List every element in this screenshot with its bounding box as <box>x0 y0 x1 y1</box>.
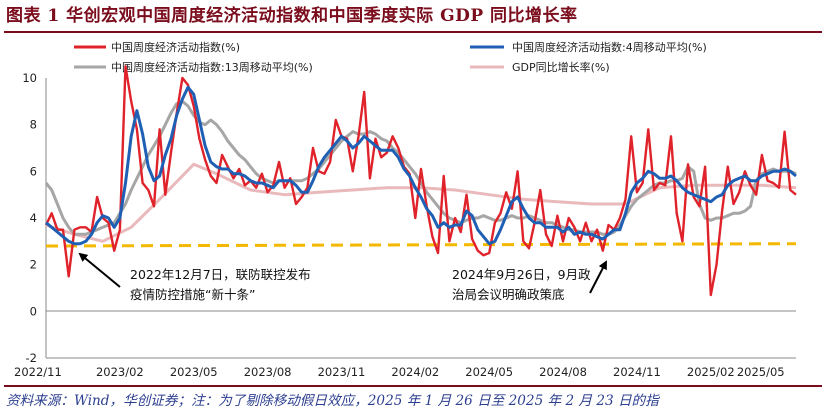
annotation-2022-line1: 2022年12月7日，联防联控发布 <box>130 267 311 282</box>
series-line-reference <box>45 242 797 248</box>
annotation-2022-arrow <box>78 252 121 288</box>
y-tick-label: 4 <box>30 211 37 225</box>
x-tick-label: 2023/11 <box>318 365 366 379</box>
legend-label-ma13: 中国周度经济活动指数:13周移动平均(%) <box>111 60 313 74</box>
x-tick-label: 2022/11 <box>14 365 62 379</box>
source-note: 资料来源：Wind，华创证券；注：为了剔除移动假日效应，2025 年 1 月 2… <box>6 393 659 409</box>
x-tick-label: 2023/05 <box>170 365 218 379</box>
annotation-policy-2024: 2024年9月26日，9月政 治局会议明确政策底 <box>452 260 607 302</box>
x-tick-label: 2023/08 <box>244 365 292 379</box>
series-lines <box>44 65 797 297</box>
line-chart: 中国周度经济活动指数(%) 中国周度经济活动指数:4周移动平均(%) 中国周度经… <box>14 40 797 379</box>
annotation-2022-line2: 疫情防控措施“新十条” <box>130 287 255 302</box>
figure-title: 图表 1 华创宏观中国周度经济活动指数和中国季度实际 GDP 同比增长率 <box>6 6 578 26</box>
series-line-ma4 <box>45 85 797 246</box>
y-tick-label: 2 <box>30 258 37 272</box>
x-tick-label: 2025/02 <box>687 365 735 379</box>
y-tick-labels: -2 0 2 4 6 8 10 <box>22 71 37 365</box>
x-tick-label: 2023/02 <box>96 365 144 379</box>
x-tick-label: 2024/02 <box>391 365 439 379</box>
source-rule <box>4 385 822 387</box>
annotation-2024-line1: 2024年9月26日，9月政 <box>452 267 591 282</box>
x-tick-label: 2024/08 <box>539 365 587 379</box>
legend-label-gdp: GDP同比增长率(%) <box>512 60 610 74</box>
annotation-2024-line2: 治局会议明确政策底 <box>452 287 565 302</box>
y-tick-label: 10 <box>22 71 37 85</box>
y-tick-label: 0 <box>30 304 37 318</box>
y-tick-label: -2 <box>26 351 37 365</box>
y-tick-label: 6 <box>30 164 37 178</box>
legend-label-ma4: 中国周度经济活动指数:4周移动平均(%) <box>512 40 707 54</box>
x-tick-label: 2025/05 <box>737 365 785 379</box>
x-tick-label: 2024/11 <box>613 365 661 379</box>
legend-label-weekly: 中国周度经济活动指数(%) <box>111 40 240 54</box>
x-tick-label: 2024/05 <box>465 365 513 379</box>
x-tick-labels: 2022/11 2023/02 2023/05 2023/08 2023/11 2024/… <box>14 365 785 379</box>
y-tick-label: 8 <box>30 118 37 132</box>
title-rule <box>4 31 822 33</box>
annotation-2024-arrow <box>589 260 607 294</box>
series-line-weekly <box>44 65 797 297</box>
annotation-policy-2022: 2022年12月7日，联防联控发布 疫情防控措施“新十条” <box>78 252 311 302</box>
series-line-ma13 <box>44 99 797 236</box>
chart-legend: 中国周度经济活动指数(%) 中国周度经济活动指数:4周移动平均(%) 中国周度经… <box>74 40 707 74</box>
